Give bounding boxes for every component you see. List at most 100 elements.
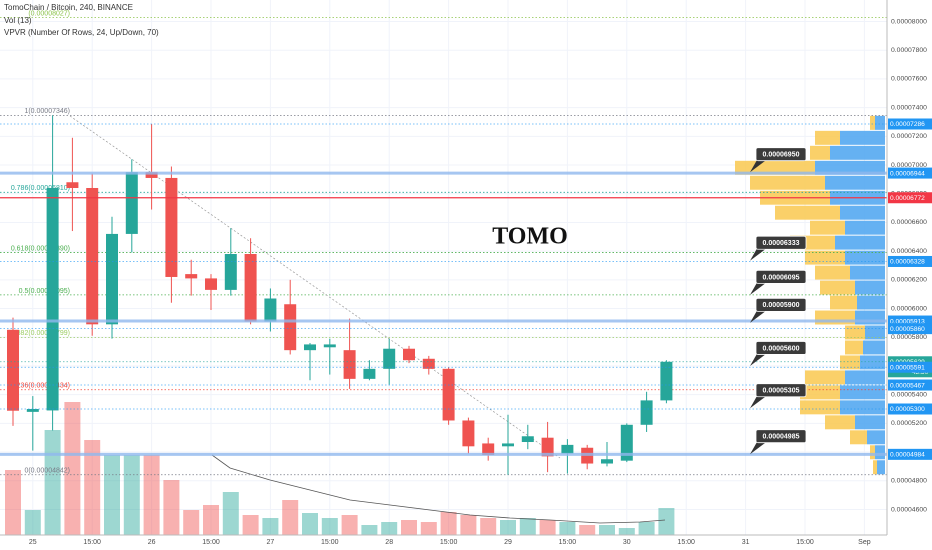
candle-body [521,436,534,443]
candle-body [244,254,257,322]
volume-bar [341,515,358,535]
volume-bar [5,470,21,535]
price-label-box [888,167,932,179]
vpvr-up [825,175,885,190]
candle-body [462,420,475,447]
chart-title: TomoChain / Bitcoin, 240, BINANCE [4,3,133,12]
vpvr-up [845,220,885,235]
callout-label: 0.00006950 [763,152,800,159]
candle-body [224,254,237,290]
y-tick-label: 0.00005800 [891,334,927,341]
x-tick-label: Sep [858,539,871,546]
y-tick-label: 0.00006000 [891,305,927,312]
candle-body [660,361,673,401]
candle-body [422,358,435,369]
candle-body [46,187,59,411]
vpvr-down [750,175,825,190]
candle-body [205,278,217,290]
volume-bar [222,492,239,535]
price-label: 0.00005300 [890,406,925,413]
callout-tail [750,440,766,455]
grid [0,0,887,535]
volume-bar [559,522,576,535]
candle-body [442,368,455,421]
vpvr-up [855,280,885,295]
price-label: 0.00007286 [890,121,925,128]
callouts: 0.00006950 0.00006333 0.00006095 0.00005900… [750,147,807,455]
vpvr-up [867,430,885,445]
vpvr-up [845,370,885,385]
candle-body [343,350,356,379]
volume-bar [420,522,437,535]
vpvr-up [835,235,885,250]
callout-box [755,383,807,398]
price-label: 0.00006944 [890,170,925,177]
y-tick-label: 0.00004800 [891,478,927,485]
y-tick-label: 0.00007000 [891,162,927,169]
vpvr-down [845,340,863,355]
fib-label: 0.618(0.00006390) [11,245,70,252]
volume-bar [242,515,259,535]
candle-body [323,344,336,348]
volume-bar [44,430,61,535]
vpvr-down [800,400,840,415]
candle-body [640,400,653,425]
volume-bar [183,510,200,535]
price-label: 0.00004984 [890,452,925,459]
candle-body [125,172,138,234]
volume-bar [321,518,338,535]
vpvr-down [850,430,867,445]
vpvr-down [805,250,845,265]
candle-body [86,187,99,325]
candle-body [165,177,178,277]
volume-bar [104,455,120,535]
y-tick-label: 0.00007400 [891,104,927,111]
price-label-box [888,361,932,373]
candle-body [482,443,495,455]
volume-bar [599,525,615,535]
x-tick-label: 15:00 [321,539,339,546]
vpvr-up [863,340,885,355]
y-tick-label: 0.00005400 [891,391,927,398]
vpvr [735,115,885,475]
vpvr-up [865,325,885,340]
candle-body [561,444,574,454]
price-label-box [888,403,932,415]
candle-body [541,437,554,457]
vpvr-down [810,220,845,235]
volume-bar [262,518,279,535]
callout-label: 0.00005305 [763,388,800,395]
y-tick-label: 0.00006600 [891,219,927,226]
callout-box [755,429,807,444]
callout-box [755,147,807,162]
fib-label: (0.00008027) [28,10,70,17]
vpvr-down [825,415,855,430]
price-label: 0.00005913 [890,318,925,325]
vpvr-down [830,295,857,310]
y-tick-label: 0.00007800 [891,47,927,54]
x-tick-label: 28 [385,539,393,546]
price-label-box [888,323,932,335]
candle-body [106,233,118,325]
y-tick-label: 0.00006400 [891,248,927,255]
price-label: 0.00006328 [890,259,925,266]
fib-label: 0.382(0.00005799) [11,330,70,337]
vpvr-up [850,265,885,280]
x-tick-label: 15:00 [677,539,695,546]
price-label-box [888,192,932,204]
fib-label: 0.5(0.00006095) [19,288,70,295]
price-lines [0,123,887,456]
volume-bar [163,480,180,535]
y-tick-label: 0.00004600 [891,506,927,513]
fib-levels: (0.00008027) 1(0.00007346) 0.786(0.0000681… [0,10,887,476]
vpvr-down [805,370,845,385]
y-tick-label: 0.00005200 [891,420,927,427]
callout-tail [750,351,766,366]
vpvr-up [855,415,885,430]
callout-box [755,235,807,250]
vpvr-down [820,280,855,295]
x-tick-label: 15:00 [440,539,458,546]
candle-body [185,274,198,279]
callout-box [755,270,807,284]
callout-tail [750,246,766,261]
